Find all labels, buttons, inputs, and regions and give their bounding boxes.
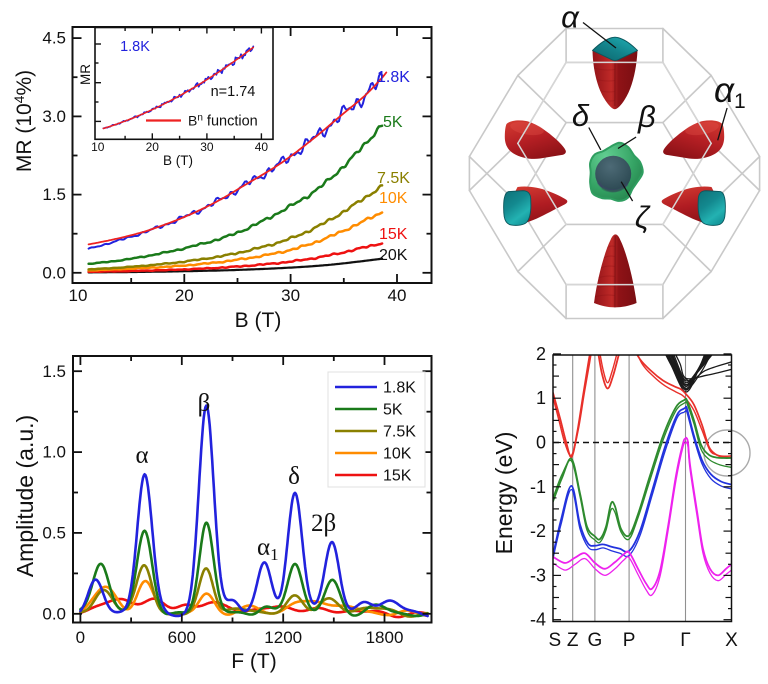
svg-text:1.0: 1.0 [42,443,66,462]
svg-text:α: α [561,0,580,35]
svg-text:40: 40 [255,140,269,154]
svg-text:1.5: 1.5 [42,185,66,204]
svg-text:10K: 10K [383,446,412,463]
svg-text:S: S [548,630,561,651]
svg-text:10K: 10K [379,190,408,207]
svg-text:1800: 1800 [366,628,404,647]
svg-text:4.5: 4.5 [42,29,66,48]
svg-text:F (T): F (T) [231,650,276,673]
svg-text:Energy (eV): Energy (eV) [491,432,517,555]
svg-text:Bn function: Bn function [188,113,258,130]
svg-text:1.8K: 1.8K [120,39,150,55]
svg-text:X: X [725,630,738,651]
svg-text:n=1.74: n=1.74 [211,84,256,100]
svg-text:1.5: 1.5 [42,362,66,381]
svg-text:G: G [588,630,603,651]
svg-text:1.8K: 1.8K [383,380,416,397]
svg-text:0.5: 0.5 [42,523,66,542]
svg-text:P: P [623,630,636,651]
svg-text:30: 30 [281,286,300,305]
svg-text:α1: α1 [257,534,279,564]
svg-text:20: 20 [146,140,160,154]
svg-text:20K: 20K [379,247,408,264]
svg-text:-3: -3 [530,565,546,585]
svg-text:15K: 15K [379,226,408,243]
svg-text:0.0: 0.0 [42,263,66,282]
svg-text:0: 0 [536,433,546,453]
svg-text:7.5K: 7.5K [383,424,416,441]
svg-text:20: 20 [175,286,194,305]
svg-text:MR (104%): MR (104%) [11,70,36,172]
svg-text:ζ: ζ [635,200,651,235]
svg-text:0.0: 0.0 [42,604,66,623]
svg-text:Amplitude (a.u.): Amplitude (a.u.) [12,415,38,577]
svg-text:B (T): B (T) [163,153,193,168]
svg-text:-4: -4 [530,610,546,630]
svg-text:-2: -2 [530,521,546,541]
svg-text:δ: δ [572,98,590,133]
svg-text:5K: 5K [383,402,403,419]
svg-text:δ: δ [288,463,300,490]
svg-text:-1: -1 [530,477,546,497]
svg-text:B (T): B (T) [235,309,282,332]
svg-text:2: 2 [536,344,546,364]
svg-text:0: 0 [76,628,85,647]
svg-text:Z: Z [567,630,579,651]
svg-text:α: α [135,442,148,469]
svg-text:2β: 2β [311,510,336,537]
svg-text:10: 10 [69,286,88,305]
svg-text:β: β [637,99,656,134]
svg-text:1.8K: 1.8K [377,69,410,86]
svg-text:10: 10 [91,140,105,154]
svg-text:5K: 5K [383,114,403,131]
svg-text:Γ: Γ [680,630,690,651]
svg-text:MR: MR [78,64,93,85]
svg-text:30: 30 [200,140,214,154]
svg-text:40: 40 [388,286,407,305]
svg-text:1200: 1200 [264,628,302,647]
svg-text:15K: 15K [383,468,412,485]
svg-text:3.0: 3.0 [42,107,66,126]
svg-text:1: 1 [536,388,546,408]
svg-text:7.5K: 7.5K [377,170,410,187]
svg-text:α1: α1 [714,71,746,113]
svg-text:β: β [198,390,211,417]
svg-text:600: 600 [168,628,196,647]
